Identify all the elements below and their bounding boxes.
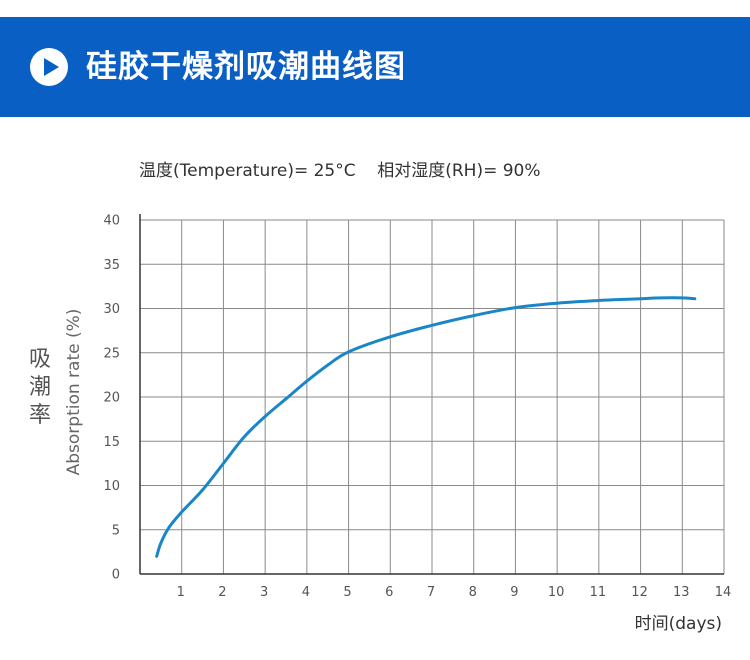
x-tick-label: 2	[218, 585, 226, 600]
y-tick-label: 15	[103, 435, 120, 450]
x-tick-label: 10	[548, 585, 565, 600]
x-tick-label: 3	[260, 585, 268, 600]
y-tick-label: 35	[103, 258, 120, 273]
y-tick-label: 25	[103, 346, 120, 361]
x-tick-label: 6	[385, 585, 393, 600]
y-tick-label: 10	[103, 479, 120, 494]
y-tick-label: 20	[103, 391, 120, 406]
temperature-label: 温度(Temperature)= 25°C	[139, 161, 356, 181]
y-tick-label: 30	[103, 302, 120, 317]
x-tick-label: 11	[590, 585, 607, 600]
header-banner: 硅胶干燥剂吸潮曲线图	[0, 17, 750, 117]
x-tick-label: 13	[673, 585, 690, 600]
humidity-label: 相对湿度(RH)= 90%	[377, 161, 541, 181]
y-tick-label: 40	[103, 214, 120, 229]
x-tick-label: 9	[510, 585, 518, 600]
x-tick-label: 8	[469, 585, 477, 600]
x-tick-label: 7	[427, 585, 435, 600]
y-tick-label: 5	[112, 523, 120, 538]
x-tick-label: 1	[177, 585, 185, 600]
x-tick-label: 12	[631, 585, 648, 600]
play-circle-icon	[30, 48, 68, 86]
test-conditions: 温度(Temperature)= 25°C 相对湿度(RH)= 90%	[139, 158, 541, 184]
absorption-curve	[155, 296, 697, 558]
x-tick-label: 4	[302, 585, 310, 600]
page-title: 硅胶干燥剂吸潮曲线图	[86, 49, 406, 85]
y-axis-label-chinese: 吸潮率	[28, 347, 51, 428]
x-tick-label: 5	[343, 585, 351, 600]
y-tick-label: 0	[112, 568, 120, 583]
x-axis-label: 时间(days)	[634, 614, 722, 634]
x-tick-label: 14	[715, 585, 732, 600]
